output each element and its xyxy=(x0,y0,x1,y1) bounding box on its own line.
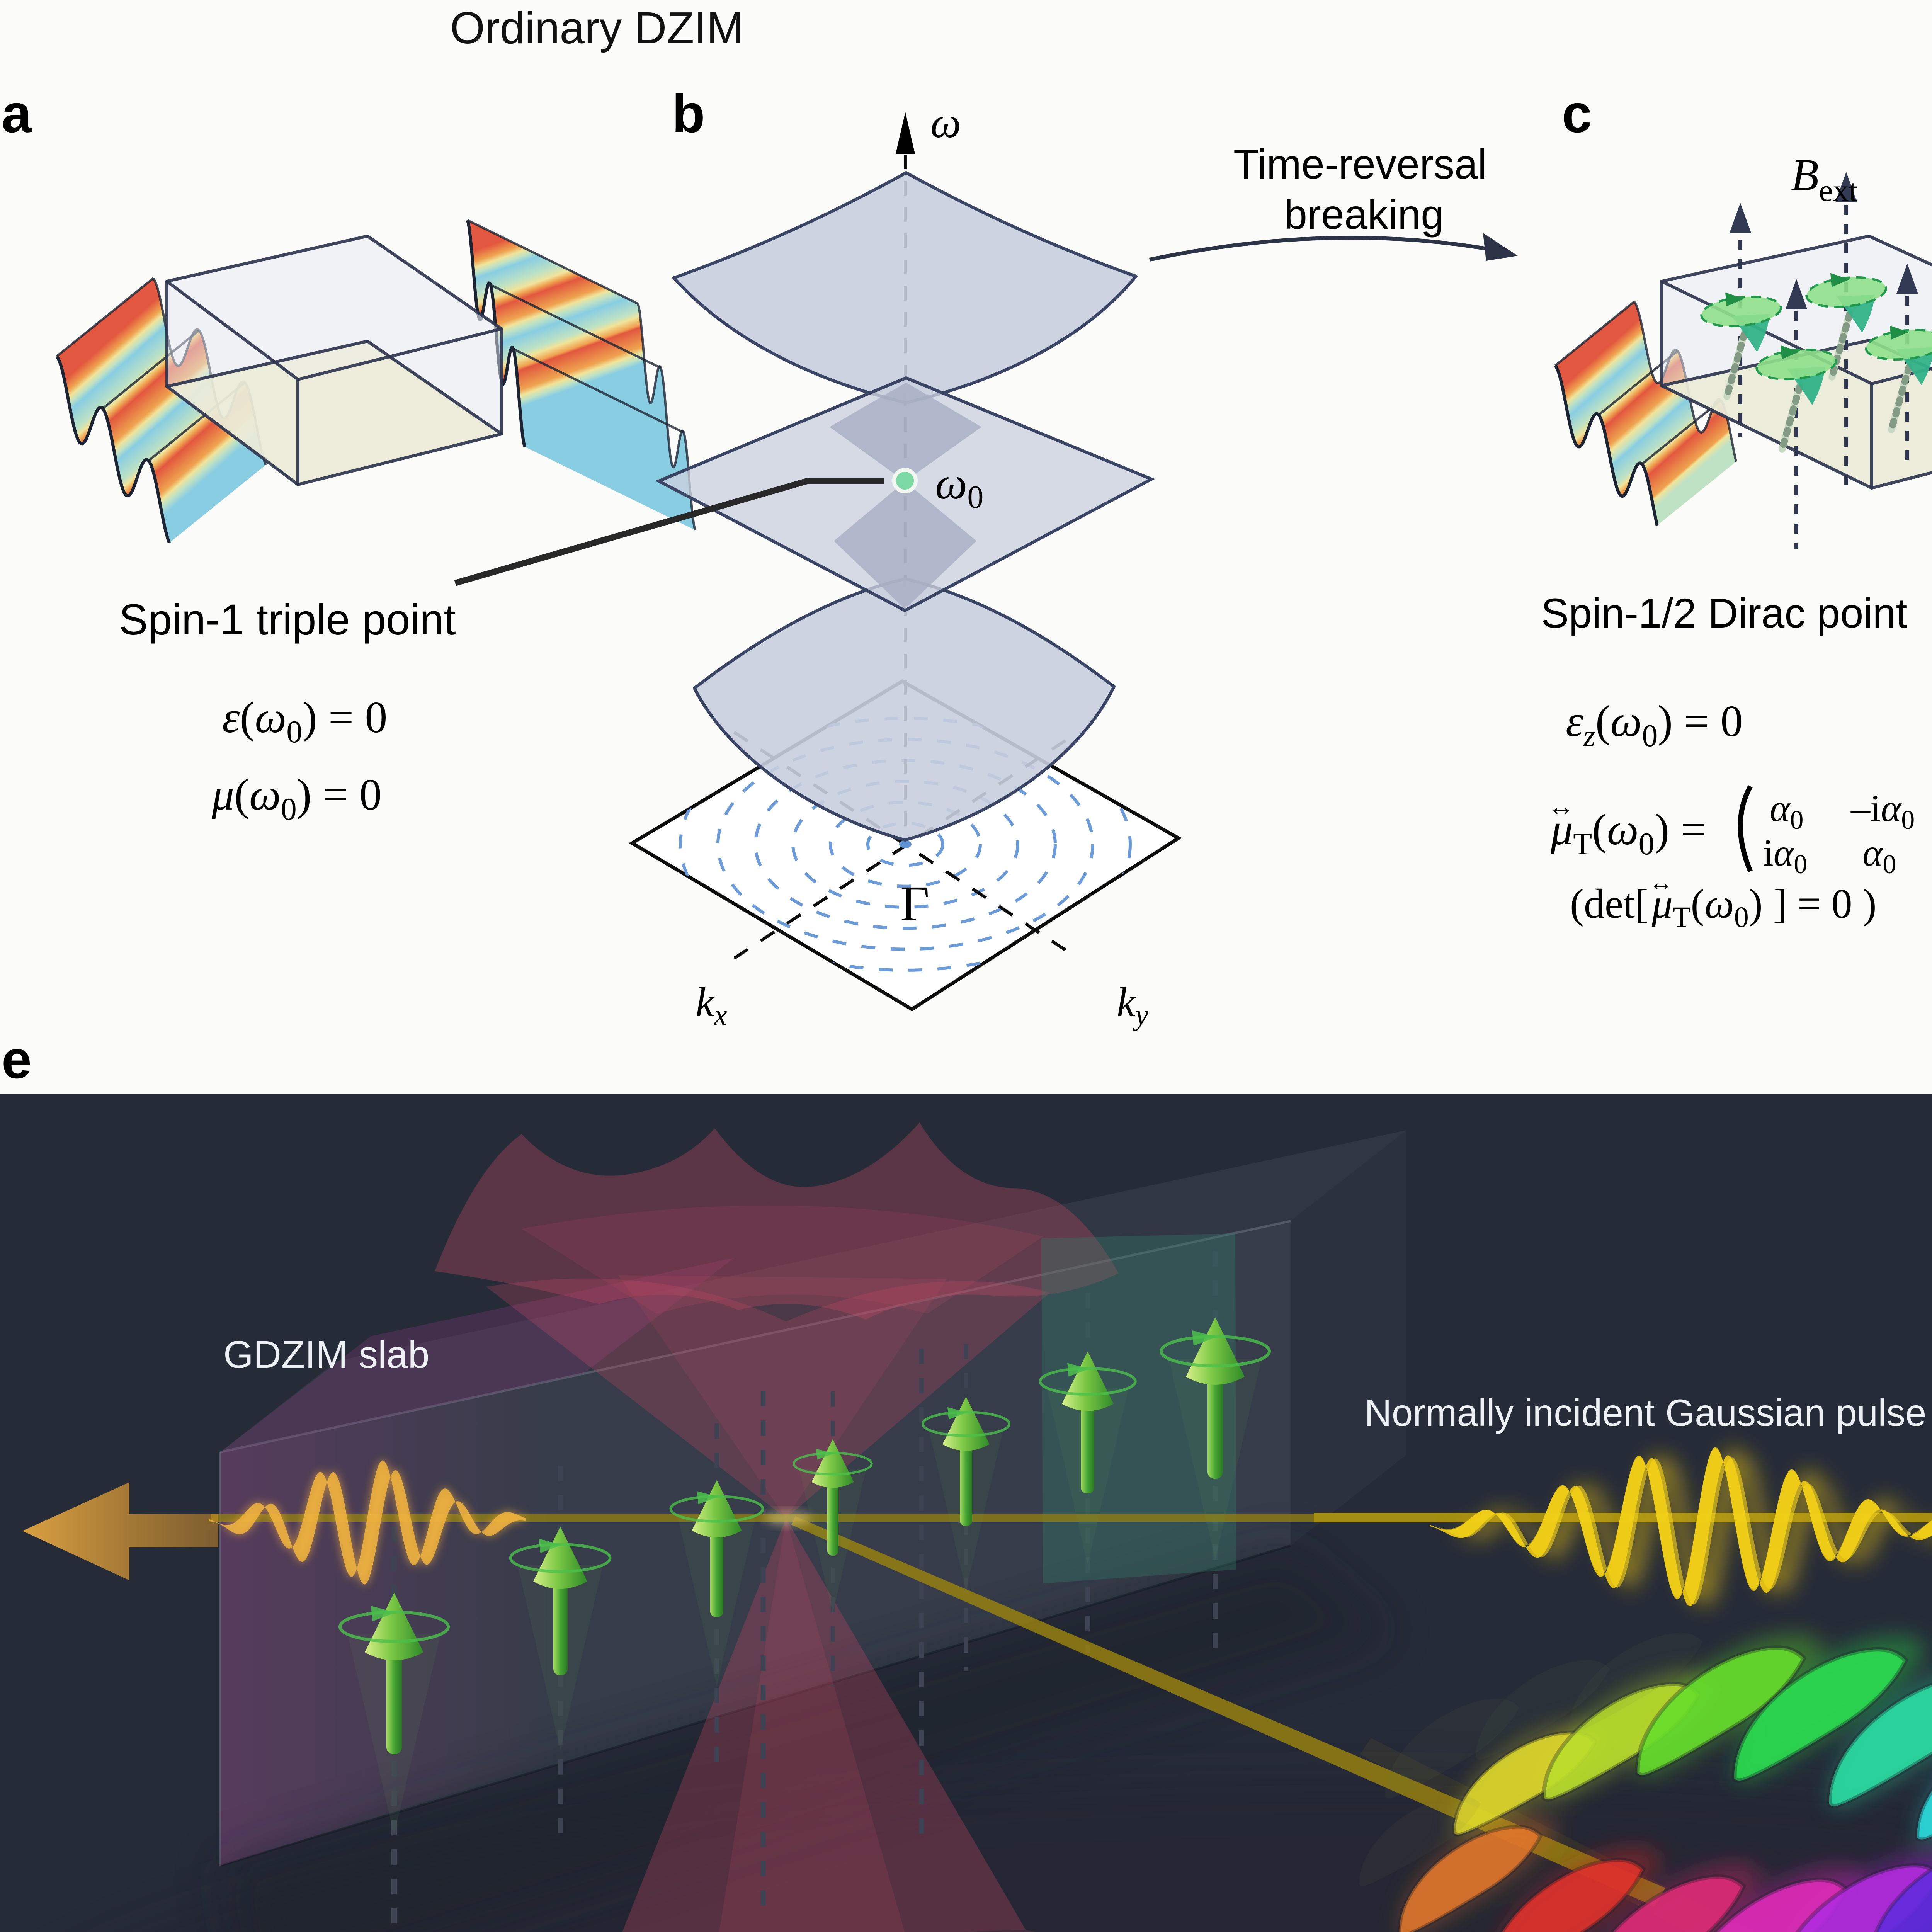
svg-text:Spin-1 triple point: Spin-1 triple point xyxy=(119,595,456,644)
svg-text:–iα0: –iα0 xyxy=(1850,787,1915,835)
svg-text:e: e xyxy=(2,1029,32,1090)
svg-text:Normally incident Gaussian pul: Normally incident Gaussian pulse xyxy=(1364,1391,1926,1434)
svg-text:Spin-1/2 Dirac point: Spin-1/2 Dirac point xyxy=(1541,590,1907,636)
svg-text:GDZIM slab: GDZIM slab xyxy=(223,1333,429,1376)
svg-text:Γ: Γ xyxy=(900,876,929,932)
svg-text:iα0: iα0 xyxy=(1763,831,1807,879)
svg-text:Time-reversal: Time-reversal xyxy=(1233,141,1487,187)
svg-text:μ(ω0) = 0: μ(ω0) = 0 xyxy=(211,770,382,827)
svg-text:kx: kx xyxy=(696,980,727,1031)
svg-text:↔μT(ω0) =: ↔μT(ω0) = xyxy=(1548,792,1706,861)
svg-text:α0: α0 xyxy=(1862,831,1896,879)
svg-text:Ordinary DZIM: Ordinary DZIM xyxy=(450,3,744,53)
svg-text:b: b xyxy=(672,83,705,144)
svg-text:c: c xyxy=(1562,83,1592,144)
svg-text:ω: ω xyxy=(930,99,961,147)
svg-text:ε(ω0) = 0: ε(ω0) = 0 xyxy=(222,693,387,749)
svg-text:a: a xyxy=(2,83,32,144)
svg-text:α0: α0 xyxy=(1770,787,1804,835)
svg-text:breaking: breaking xyxy=(1284,191,1444,238)
svg-text:εz(ω0) = 0: εz(ω0) = 0 xyxy=(1566,697,1743,753)
